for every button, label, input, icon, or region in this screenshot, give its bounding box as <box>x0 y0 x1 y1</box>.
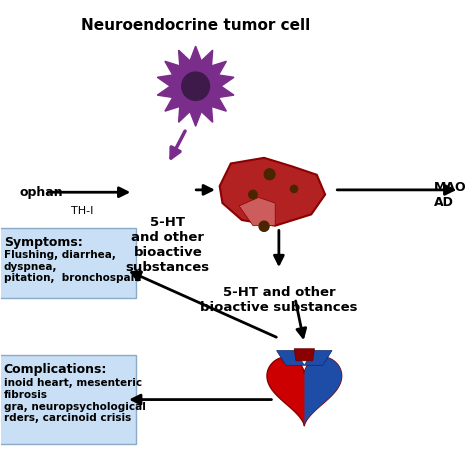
Polygon shape <box>294 349 314 361</box>
Circle shape <box>182 72 210 100</box>
Polygon shape <box>304 350 332 365</box>
Polygon shape <box>219 158 325 226</box>
Polygon shape <box>304 357 342 425</box>
Polygon shape <box>239 197 275 226</box>
Text: Neuroendocrine tumor cell: Neuroendocrine tumor cell <box>81 18 310 33</box>
Circle shape <box>291 185 298 192</box>
FancyBboxPatch shape <box>0 228 136 298</box>
Polygon shape <box>267 357 342 426</box>
Text: 5-HT
and other
bioactive
substances: 5-HT and other bioactive substances <box>126 216 210 274</box>
Text: Symptoms:: Symptoms: <box>4 236 82 249</box>
Text: Flushing, diarrhea,
dyspnea,
pitation,  bronchospam: Flushing, diarrhea, dyspnea, pitation, b… <box>4 250 141 283</box>
Text: inoid heart, mesenteric
fibrosis
gra, neuropsychological
rders, carcinoid crisis: inoid heart, mesenteric fibrosis gra, ne… <box>4 378 146 423</box>
Circle shape <box>264 169 275 180</box>
Text: MAO
AD: MAO AD <box>434 181 466 209</box>
Circle shape <box>249 190 257 199</box>
Polygon shape <box>276 350 304 365</box>
Text: 5-HT and other
bioactive substances: 5-HT and other bioactive substances <box>200 286 357 314</box>
Text: TH-I: TH-I <box>71 206 93 216</box>
Text: ophan: ophan <box>20 186 64 199</box>
Polygon shape <box>157 46 234 126</box>
FancyBboxPatch shape <box>0 355 136 444</box>
Text: Complications:: Complications: <box>4 363 107 376</box>
Circle shape <box>259 221 269 231</box>
